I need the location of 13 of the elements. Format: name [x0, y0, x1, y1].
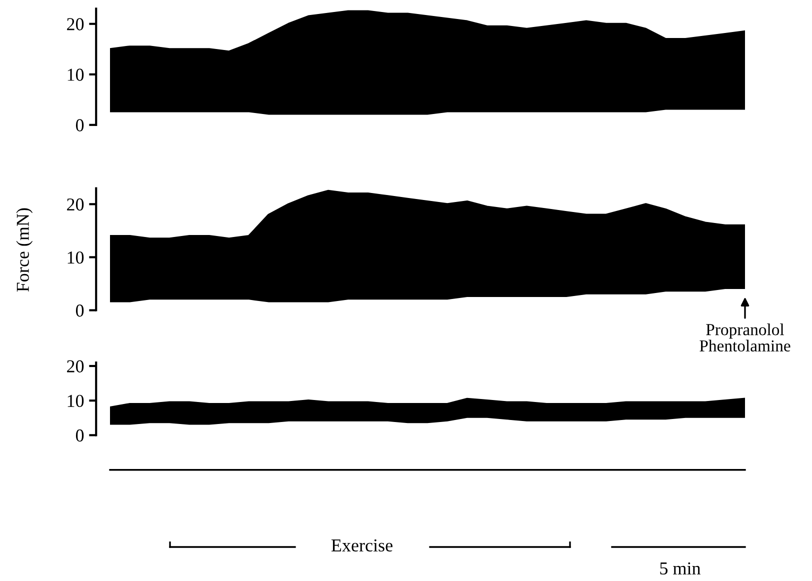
- y-tick-label: 20: [67, 198, 84, 211]
- y-axis-title: Force (mN): [16, 208, 33, 292]
- text: 5 min: [660, 562, 701, 575]
- text: Exercise: [331, 539, 392, 552]
- y-tick-label: 10: [68, 251, 84, 264]
- y-tick-label: 10: [68, 394, 84, 408]
- y-tick-label: 0: [76, 429, 84, 442]
- y-tick-label: 20: [67, 360, 84, 372]
- y-tick-label: 10: [68, 68, 84, 81]
- y-tick-label: 20: [67, 18, 84, 30]
- text: Propranolol Phentolamine: [700, 324, 790, 352]
- y-tick-label: 0: [76, 304, 84, 317]
- y-tick-label: 0: [76, 119, 84, 132]
